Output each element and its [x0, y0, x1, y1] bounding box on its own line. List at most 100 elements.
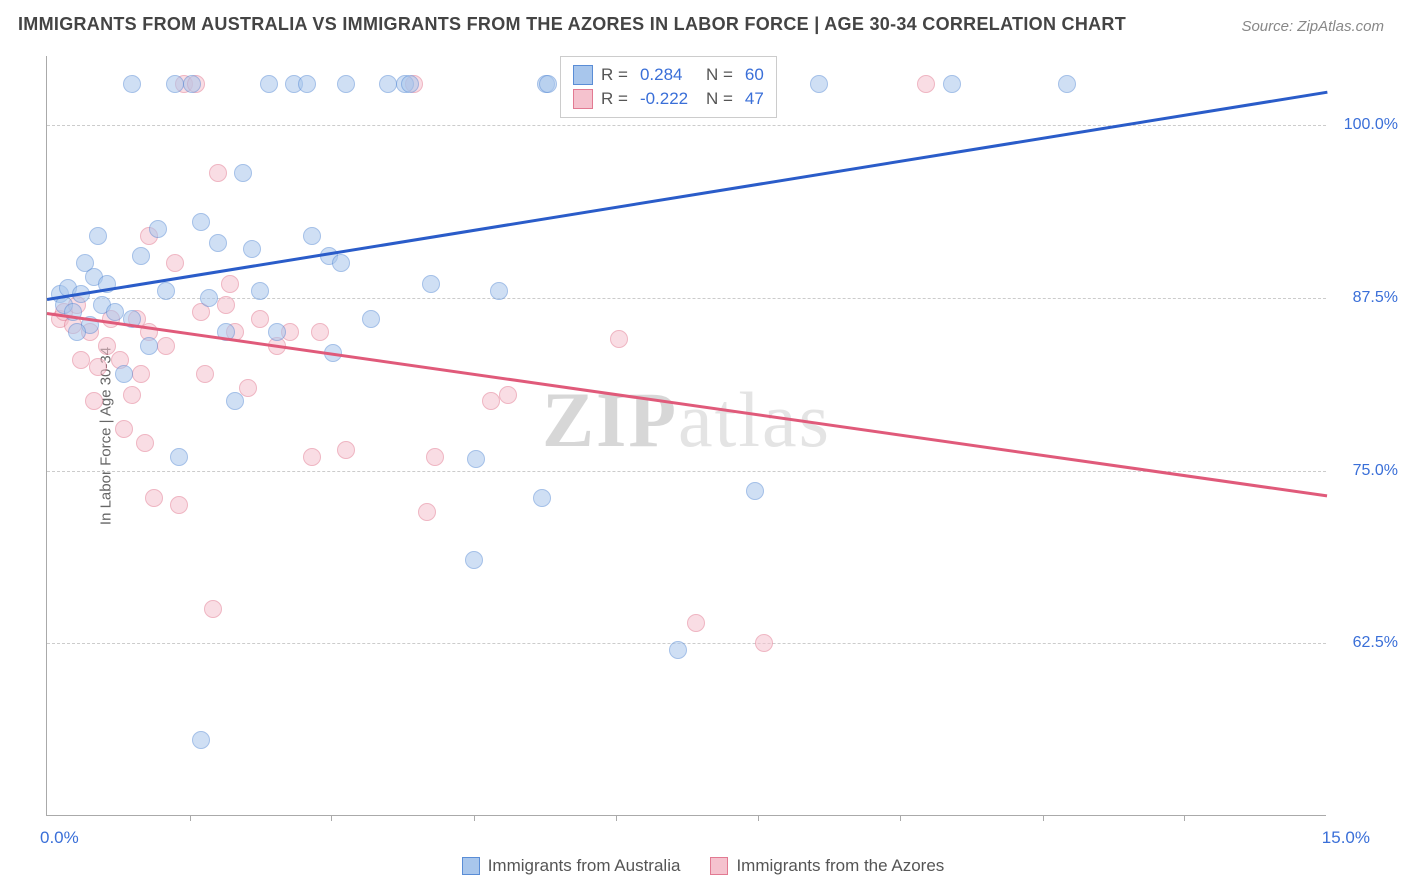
x-tick: [900, 815, 901, 821]
scatter-point: [166, 75, 184, 93]
scatter-point: [467, 450, 485, 468]
scatter-point: [204, 600, 222, 618]
scatter-point: [200, 289, 218, 307]
r-value: 0.284: [640, 65, 698, 85]
scatter-point: [243, 240, 261, 258]
scatter-point: [418, 503, 436, 521]
scatter-point: [499, 386, 517, 404]
legend-correlation-row: R = -0.222 N = 47: [573, 87, 764, 111]
legend-swatch: [573, 89, 593, 109]
legend-series-label: Immigrants from Australia: [488, 856, 681, 876]
scatter-point: [89, 358, 107, 376]
x-tick: [1043, 815, 1044, 821]
scatter-point: [810, 75, 828, 93]
scatter-point: [115, 420, 133, 438]
scatter-point: [943, 75, 961, 93]
scatter-point: [362, 310, 380, 328]
gridline-h: [47, 643, 1326, 644]
x-tick: [758, 815, 759, 821]
scatter-point: [755, 634, 773, 652]
scatter-point: [132, 365, 150, 383]
scatter-point: [196, 365, 214, 383]
scatter-point: [669, 641, 687, 659]
legend-swatch: [710, 857, 728, 875]
scatter-point: [251, 282, 269, 300]
source-attribution: Source: ZipAtlas.com: [1241, 18, 1384, 35]
scatter-point: [539, 75, 557, 93]
r-label: R =: [601, 65, 628, 85]
scatter-point: [533, 489, 551, 507]
y-tick-label: 100.0%: [1336, 116, 1398, 134]
gridline-h: [47, 471, 1326, 472]
scatter-point: [192, 731, 210, 749]
scatter-point: [217, 296, 235, 314]
scatter-point: [917, 75, 935, 93]
n-value: 60: [745, 65, 764, 85]
scatter-point: [268, 323, 286, 341]
scatter-point: [337, 441, 355, 459]
x-tick: [474, 815, 475, 821]
scatter-point: [157, 282, 175, 300]
scatter-point: [145, 489, 163, 507]
scatter-point: [426, 448, 444, 466]
scatter-point: [123, 75, 141, 93]
scatter-point: [311, 323, 329, 341]
n-label: N =: [706, 89, 733, 109]
scatter-point: [490, 282, 508, 300]
r-value: -0.222: [640, 89, 698, 109]
scatter-point: [482, 392, 500, 410]
x-axis-max-label: 15.0%: [1322, 828, 1370, 848]
scatter-point: [183, 75, 201, 93]
x-tick: [190, 815, 191, 821]
scatter-point: [337, 75, 355, 93]
scatter-point: [260, 75, 278, 93]
scatter-point: [89, 227, 107, 245]
n-label: N =: [706, 65, 733, 85]
scatter-point: [401, 75, 419, 93]
scatter-point: [85, 392, 103, 410]
plot-area: ZIPatlas In Labor Force | Age 30-34 62.5…: [46, 56, 1326, 816]
scatter-point: [157, 337, 175, 355]
scatter-point: [209, 234, 227, 252]
x-tick: [331, 815, 332, 821]
legend-series-item: Immigrants from Australia: [462, 856, 681, 876]
scatter-point: [226, 392, 244, 410]
scatter-point: [251, 310, 269, 328]
scatter-point: [170, 496, 188, 514]
scatter-point: [170, 448, 188, 466]
chart-title: IMMIGRANTS FROM AUSTRALIA VS IMMIGRANTS …: [18, 14, 1126, 35]
scatter-point: [687, 614, 705, 632]
y-tick-label: 87.5%: [1336, 289, 1398, 307]
gridline-h: [47, 125, 1326, 126]
y-tick-label: 62.5%: [1336, 634, 1398, 652]
legend-series-item: Immigrants from the Azores: [710, 856, 944, 876]
legend-correlation-row: R = 0.284 N = 60: [573, 63, 764, 87]
n-value: 47: [745, 89, 764, 109]
scatter-point: [239, 379, 257, 397]
x-axis-min-label: 0.0%: [40, 828, 79, 848]
scatter-point: [610, 330, 628, 348]
trend-line: [47, 91, 1327, 301]
scatter-point: [166, 254, 184, 272]
scatter-point: [132, 247, 150, 265]
legend-swatch: [462, 857, 480, 875]
series-legend: Immigrants from Australia Immigrants from…: [0, 856, 1406, 876]
scatter-point: [746, 482, 764, 500]
scatter-point: [1058, 75, 1076, 93]
r-label: R =: [601, 89, 628, 109]
scatter-point: [68, 323, 86, 341]
x-tick: [616, 815, 617, 821]
scatter-point: [72, 351, 90, 369]
scatter-point: [422, 275, 440, 293]
scatter-point: [149, 220, 167, 238]
scatter-point: [465, 551, 483, 569]
scatter-point: [298, 75, 316, 93]
x-tick: [1184, 815, 1185, 821]
scatter-point: [136, 434, 154, 452]
gridline-h: [47, 298, 1326, 299]
y-tick-label: 75.0%: [1336, 462, 1398, 480]
scatter-point: [115, 365, 133, 383]
scatter-point: [209, 164, 227, 182]
correlation-legend: R = 0.284 N = 60 R = -0.222 N = 47: [560, 56, 777, 118]
scatter-point: [221, 275, 239, 293]
